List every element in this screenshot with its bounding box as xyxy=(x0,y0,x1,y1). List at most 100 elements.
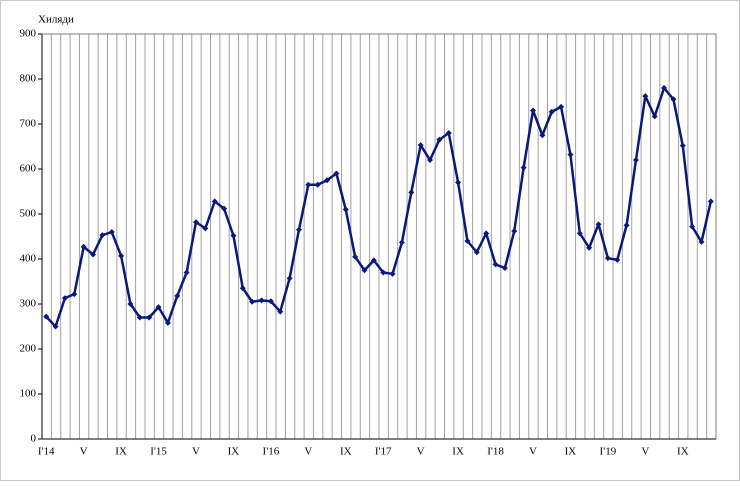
data-point xyxy=(586,244,593,251)
data-point xyxy=(267,298,274,305)
data-point xyxy=(661,85,668,91)
data-point xyxy=(361,267,368,274)
data-point xyxy=(520,164,527,171)
data-point xyxy=(380,269,387,276)
data-point xyxy=(146,314,153,321)
x-tick-label: V xyxy=(641,446,649,458)
x-tick-label: V xyxy=(417,446,425,458)
y-tick-label: 600 xyxy=(20,163,37,175)
x-tick-label: I'16 xyxy=(263,446,280,458)
data-point xyxy=(211,198,218,205)
data-point xyxy=(473,249,480,256)
data-point xyxy=(417,142,424,149)
y-tick-label: 700 xyxy=(20,118,37,130)
data-point xyxy=(174,292,181,299)
x-tick-label: I'15 xyxy=(150,446,167,458)
data-point xyxy=(464,238,471,244)
data-point xyxy=(71,291,78,298)
data-point xyxy=(548,108,555,115)
x-tick-label: I'18 xyxy=(487,446,504,458)
data-point xyxy=(324,177,331,184)
data-point xyxy=(286,275,293,282)
data-point xyxy=(183,269,190,276)
data-point xyxy=(333,170,340,177)
data-point xyxy=(239,285,246,292)
data-line xyxy=(45,86,713,328)
x-tick-label: V xyxy=(80,446,88,458)
data-point xyxy=(642,93,649,100)
data-point xyxy=(352,253,359,260)
y-tick-label: 500 xyxy=(20,208,37,220)
data-point xyxy=(258,297,265,304)
data-point xyxy=(80,243,87,250)
data-point xyxy=(595,221,602,228)
data-point xyxy=(576,230,583,237)
data-point xyxy=(604,255,611,262)
x-tick-label: V xyxy=(192,446,200,458)
data-point xyxy=(230,232,237,239)
data-point xyxy=(43,313,50,320)
y-tick-label: 900 xyxy=(20,28,37,40)
y-tick-label: 100 xyxy=(20,388,37,400)
data-point xyxy=(567,151,574,158)
data-point xyxy=(698,238,705,245)
x-tick-label: I'17 xyxy=(375,446,392,458)
data-point xyxy=(52,323,59,330)
data-point xyxy=(651,113,658,120)
x-tick-label: IX xyxy=(115,446,127,458)
data-point xyxy=(707,198,714,205)
data-point xyxy=(155,304,162,311)
data-point xyxy=(679,142,686,149)
data-point xyxy=(314,181,321,188)
x-tick-label: IX xyxy=(228,446,240,458)
data-point xyxy=(483,230,490,237)
data-point xyxy=(623,222,630,229)
x-tick-label: IX xyxy=(340,446,352,458)
y-tick-label: 0 xyxy=(31,433,37,445)
data-point xyxy=(221,205,228,212)
data-point xyxy=(202,225,209,232)
data-point xyxy=(61,295,68,302)
data-point xyxy=(389,270,396,277)
data-point xyxy=(398,239,405,246)
data-point xyxy=(670,96,677,103)
data-point xyxy=(445,130,452,136)
data-point xyxy=(436,136,443,143)
data-point xyxy=(249,298,256,305)
data-point xyxy=(501,265,508,271)
y-tick-label: 300 xyxy=(20,298,37,310)
data-point xyxy=(539,132,546,139)
data-point xyxy=(118,252,125,259)
data-point xyxy=(455,179,462,186)
x-tick-label: V xyxy=(529,446,537,458)
y-tick-label: 800 xyxy=(20,73,37,85)
data-point xyxy=(492,261,499,268)
data-point xyxy=(305,181,312,188)
data-point xyxy=(192,219,199,226)
data-point xyxy=(90,251,97,258)
data-point xyxy=(632,157,639,163)
data-point xyxy=(529,107,536,114)
data-point xyxy=(136,314,143,321)
x-tick-label: IX xyxy=(565,446,577,458)
data-point xyxy=(408,189,415,196)
data-point xyxy=(689,223,696,230)
data-point xyxy=(614,256,621,263)
data-point xyxy=(295,226,302,233)
data-point xyxy=(108,229,115,235)
x-tick-label: IX xyxy=(677,446,689,458)
x-tick-label: IX xyxy=(452,446,464,458)
data-point xyxy=(164,319,171,326)
data-point xyxy=(127,301,134,307)
y-axis-title: Хиляди xyxy=(38,14,74,26)
x-tick-label: I'14 xyxy=(38,446,55,458)
data-point xyxy=(277,308,284,315)
data-point xyxy=(511,228,518,235)
y-tick-label: 200 xyxy=(20,343,37,355)
data-point xyxy=(370,257,377,264)
data-point xyxy=(427,157,434,163)
data-point xyxy=(99,232,106,239)
data-point xyxy=(342,206,349,213)
x-tick-label: V xyxy=(304,446,312,458)
